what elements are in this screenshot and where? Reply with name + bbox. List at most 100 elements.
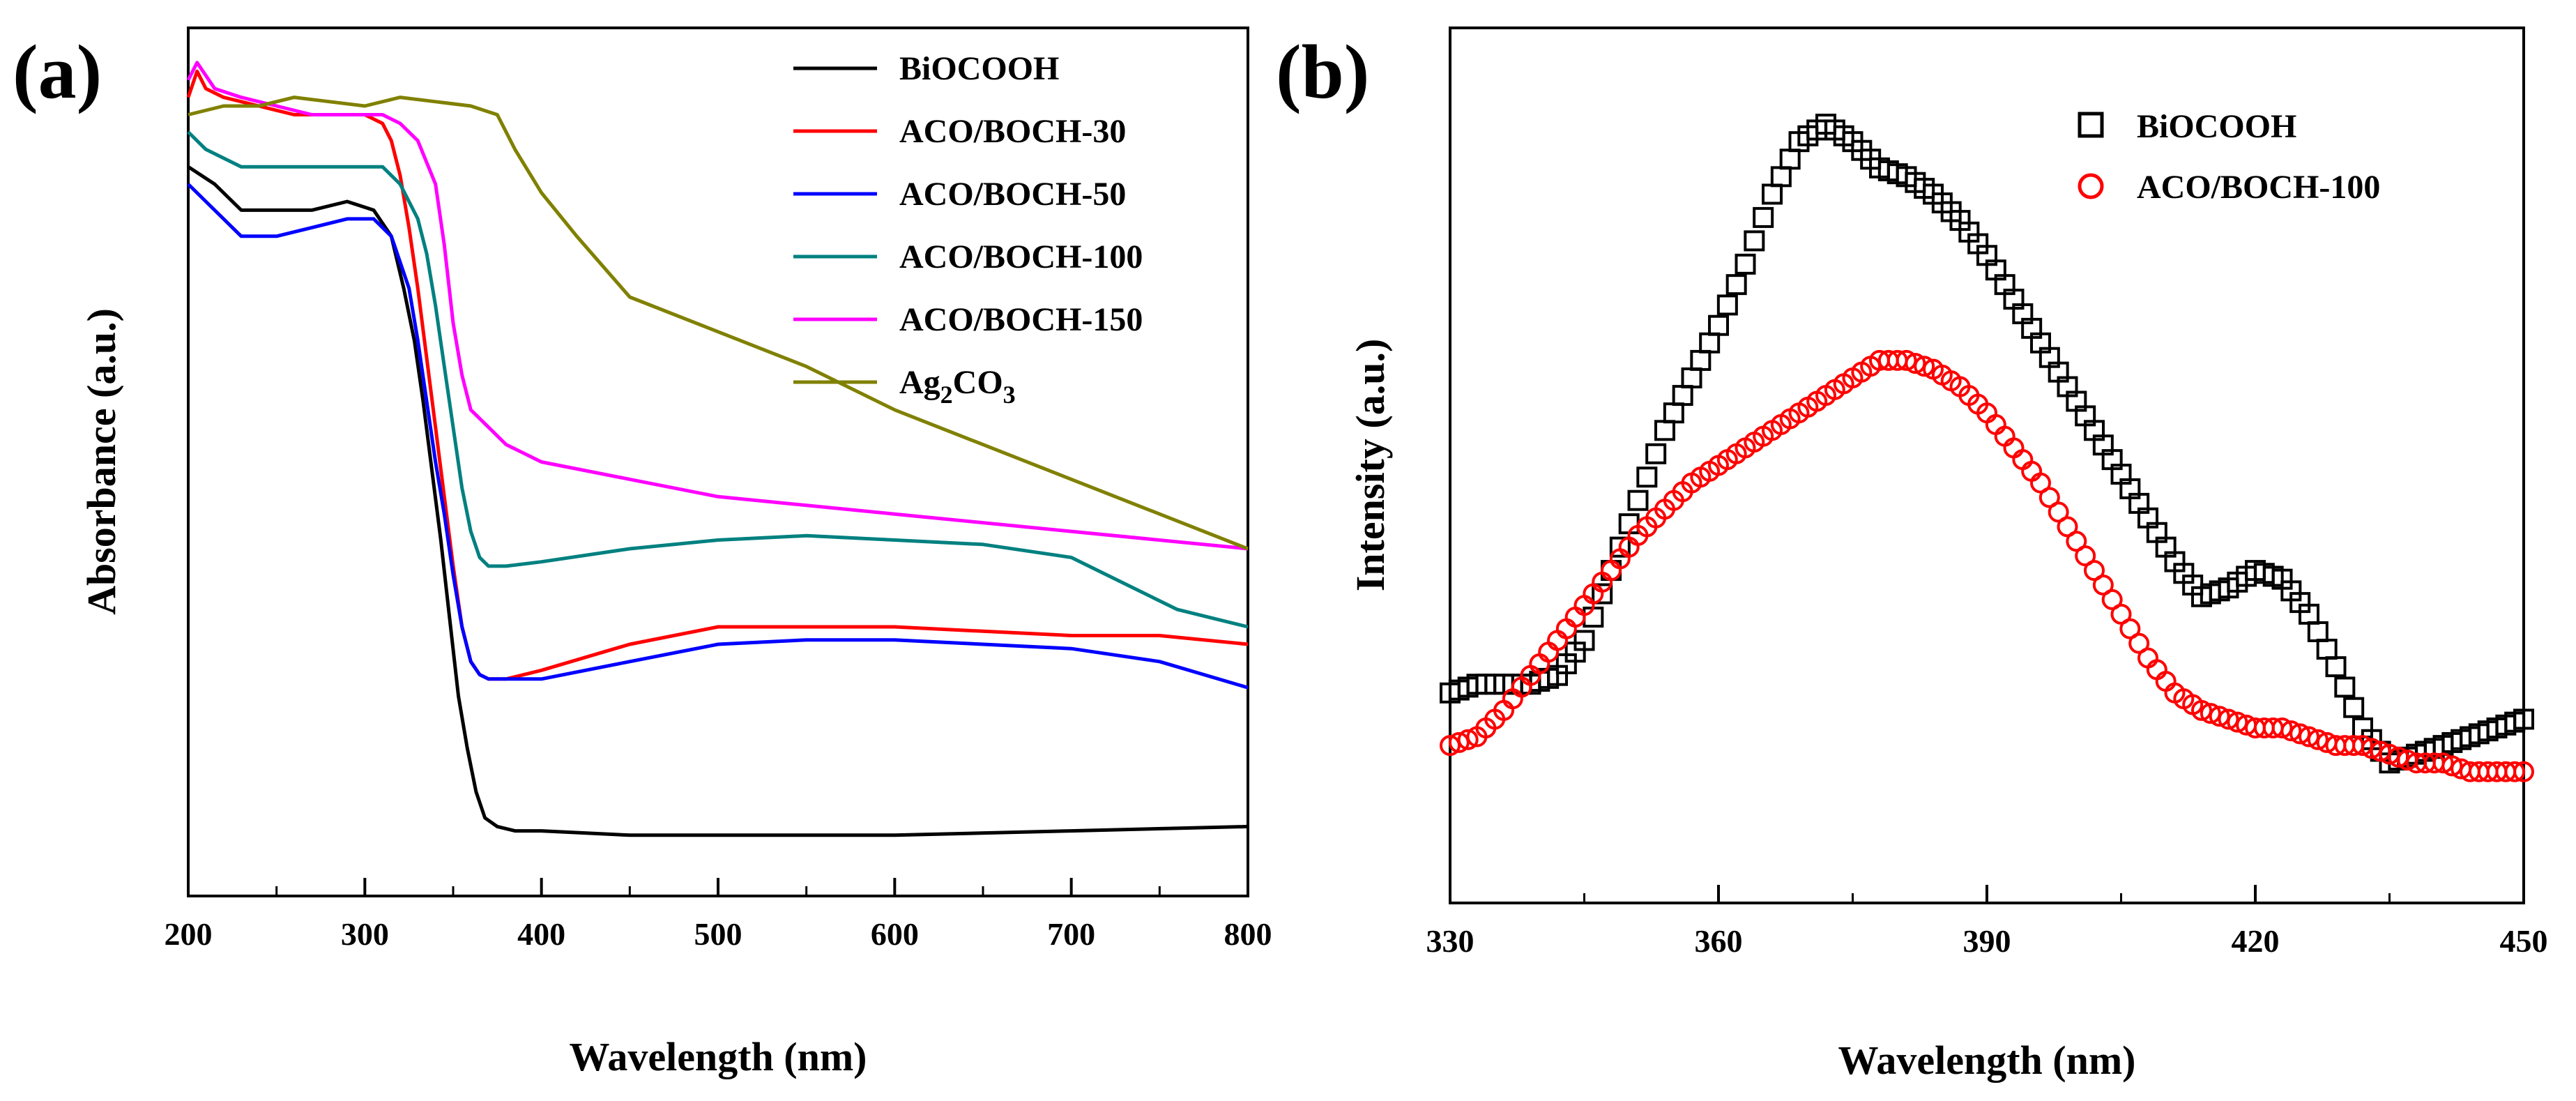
point-aco-boch-100-2 <box>1457 729 1479 750</box>
panel-a-legend: BiOCOOH ACO/BOCH-30 ACO/BOCH-50 ACO/BOCH… <box>793 50 1143 409</box>
panel-a-x-tick-label-300: 300 <box>341 916 389 952</box>
point-biocooh-31 <box>1716 294 1738 316</box>
point-biocooh-97 <box>2307 621 2329 642</box>
panel-a-x-tick-label-700: 700 <box>1047 916 1095 952</box>
point-aco-boch-100-112 <box>2441 755 2463 777</box>
point-aco-boch-100-119 <box>2504 761 2526 782</box>
legend-marker-biocooh-square <box>2078 112 2104 138</box>
point-biocooh-99 <box>2325 656 2347 678</box>
point-aco-boch-100-94 <box>2280 720 2302 742</box>
point-aco-boch-100-69 <box>2057 516 2078 538</box>
point-aco-boch-100-88 <box>2227 711 2248 733</box>
legend-label-b-aco-boch-100: ACO/BOCH-100 <box>2137 169 2380 206</box>
panel-a-x-tick-label-800: 800 <box>1224 916 1272 952</box>
panel-a-x-tick-label-500: 500 <box>694 916 742 952</box>
point-aco-boch-100-95 <box>2289 723 2311 745</box>
panel-b-x-tick-label-360: 360 <box>1695 923 1743 959</box>
point-biocooh-30 <box>1708 314 1729 336</box>
panel-b-ticks: 330 360 390 420 450 <box>1426 885 2548 959</box>
point-aco-boch-100-67 <box>2038 487 2060 508</box>
point-aco-boch-100-104 <box>2370 741 2391 762</box>
point-biocooh-32 <box>1725 274 1747 296</box>
series-line-biocooh <box>187 165 1249 837</box>
panel-b-x-tick-label-330: 330 <box>1426 923 1474 959</box>
point-aco-boch-100-111 <box>2432 752 2454 774</box>
panel-a-chart: 200 300 400 500 600 700 800 Wavelength (nm) Ab… <box>79 26 1272 1079</box>
point-biocooh-23 <box>1645 443 1667 464</box>
panel-b-chart: 330 360 390 420 450 Wavelength (nm) Intensit… <box>1348 26 2548 1083</box>
point-aco-boch-100-103 <box>2361 738 2382 759</box>
panel-b-xlabel: Wavelength (nm) <box>1838 1038 2136 1083</box>
point-aco-boch-100-51 <box>1896 349 1917 371</box>
panel-a-plot-frame <box>187 26 1249 897</box>
point-biocooh-34 <box>1744 230 1765 252</box>
point-biocooh-98 <box>2316 639 2338 660</box>
legend-label-aco-boch-150: ACO/BOCH-150 <box>899 301 1143 338</box>
point-biocooh-101 <box>2343 697 2365 718</box>
point-biocooh-37 <box>1770 166 1792 188</box>
point-aco-boch-100-52 <box>1905 353 1926 374</box>
panel-a-xlabel: Wavelength (nm) <box>570 1034 867 1079</box>
point-biocooh-24 <box>1654 420 1675 441</box>
series-line-aco-boch-50 <box>187 183 1249 690</box>
point-biocooh-21 <box>1627 489 1649 511</box>
legend-label-aco-boch-50: ACO/BOCH-50 <box>899 176 1126 213</box>
point-aco-boch-100-77 <box>2128 632 2150 654</box>
point-biocooh-36 <box>1762 183 1783 205</box>
point-biocooh-22 <box>1636 466 1658 488</box>
point-aco-boch-100-53 <box>1914 356 1935 377</box>
legend-marker-aco-boch-100-circle <box>2078 173 2104 199</box>
legend-ag2co3-sub1: 2 <box>940 381 953 409</box>
point-biocooh-28 <box>1690 349 1712 371</box>
legend-ag2co3-sub2: 3 <box>1003 381 1016 409</box>
point-aco-boch-100-85 <box>2200 703 2221 724</box>
point-biocooh-15 <box>1573 630 1595 651</box>
point-biocooh-26 <box>1672 385 1693 407</box>
panel-label-a: (a) <box>13 29 102 114</box>
point-biocooh-120 <box>2513 708 2534 730</box>
panel-b-x-tick-label-390: 390 <box>1963 923 2011 959</box>
point-biocooh-25 <box>1663 402 1684 424</box>
point-biocooh-100 <box>2334 676 2356 698</box>
point-biocooh-27 <box>1681 367 1702 388</box>
point-aco-boch-100-86 <box>2209 706 2230 727</box>
legend-label-aco-boch-100: ACO/BOCH-100 <box>899 238 1143 275</box>
panel-a-ylabel: Absorbance (a.u.) <box>79 308 124 615</box>
point-aco-boch-100-1 <box>1448 731 1470 753</box>
point-aco-boch-100-120 <box>2513 761 2534 782</box>
legend-label-biocooh: BiOCOOH <box>899 50 1059 87</box>
series-line-ag2co3 <box>188 96 1249 551</box>
panel-a-ticks: 200 300 400 500 600 700 800 <box>165 878 1272 952</box>
point-aco-boch-100-93 <box>2271 717 2293 738</box>
series-line-aco-boch-30 <box>186 69 1249 681</box>
point-aco-boch-100-74 <box>2101 589 2123 610</box>
legend-label-aco-boch-30: ACO/BOCH-30 <box>899 113 1126 150</box>
point-aco-boch-100-72 <box>2084 560 2105 582</box>
panel-b-ylabel: Intensity (a.u.) <box>1348 339 1393 592</box>
point-aco-boch-100-76 <box>2119 618 2141 639</box>
point-aco-boch-100-87 <box>2218 708 2239 730</box>
point-biocooh-19 <box>1609 536 1631 558</box>
legend-label-ag2co3: Ag2CO3 <box>899 364 1016 409</box>
point-aco-boch-100-84 <box>2191 699 2212 721</box>
panel-label-b: (b) <box>1276 29 1369 114</box>
point-biocooh-38 <box>1779 149 1801 170</box>
panel-b-x-tick-label-420: 420 <box>2232 923 2280 959</box>
panel-a-x-tick-label-600: 600 <box>871 916 919 952</box>
panel-a-series <box>186 61 1249 837</box>
point-biocooh-29 <box>1699 332 1721 354</box>
point-aco-boch-100-96 <box>2299 726 2319 747</box>
series-line-aco-boch-100 <box>187 130 1249 629</box>
point-aco-boch-100-105 <box>2379 743 2400 765</box>
panel-b-series <box>1440 114 2534 782</box>
panel-b-plot-frame <box>1449 26 2525 904</box>
point-aco-boch-100-106 <box>2388 746 2409 768</box>
panel-b-x-tick-label-450: 450 <box>2500 923 2548 959</box>
point-biocooh-33 <box>1735 253 1756 275</box>
point-biocooh-17 <box>1592 583 1613 605</box>
point-aco-boch-100-102 <box>2352 735 2373 757</box>
panel-b-legend: BiOCOOH ACO/BOCH-100 <box>2078 108 2380 206</box>
point-biocooh-35 <box>1753 206 1774 228</box>
point-aco-boch-100-70 <box>2066 531 2087 552</box>
